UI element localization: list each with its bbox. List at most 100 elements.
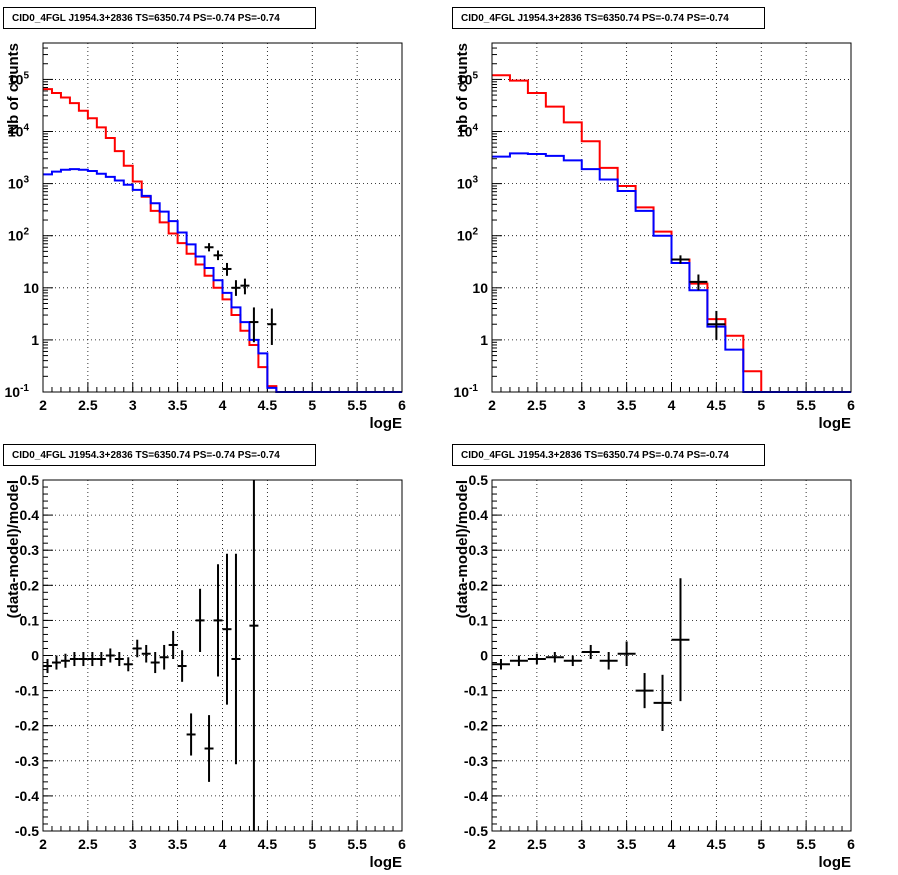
y-tick-label: -0.3: [464, 753, 488, 769]
x-tick-label: 6: [398, 397, 406, 413]
data-point: [213, 250, 223, 261]
x-tick-label: 3.5: [617, 397, 637, 413]
data-point: [249, 307, 259, 343]
data-point: [240, 278, 250, 295]
data-point: [105, 648, 115, 663]
y-axis-label: nb of counts: [454, 43, 471, 133]
y-tick-exponent: 2: [472, 227, 478, 238]
x-tick-label: 4: [668, 836, 676, 852]
chart-panel-3: 2 2.5 3 3.5 4 4.5 5 5.5 6 -0.5 -0.4 -0.3 -0.2 -0.1 0 0.…: [5, 472, 406, 871]
data-point: [51, 655, 61, 670]
data-point: [689, 274, 708, 291]
x-tick-label: 2.5: [78, 836, 98, 852]
data-point: [231, 553, 241, 765]
x-tick-label: 5.5: [796, 836, 816, 852]
data-point: [635, 673, 654, 709]
x-tick-label: 2.5: [527, 397, 547, 413]
y-tick-label: 0.2: [469, 577, 489, 593]
data-point: [653, 674, 672, 731]
y-axis-label: Nb of counts: [5, 43, 22, 135]
data-point: [96, 651, 106, 667]
y-tick-exponent: 2: [23, 227, 29, 238]
y-tick-label: 0.5: [469, 472, 489, 488]
x-tick-label: 5.5: [347, 836, 367, 852]
data-point: [69, 651, 79, 667]
y-tick-exponent: -1: [20, 383, 29, 394]
data-point: [492, 659, 510, 670]
y-tick-exponent: 5: [23, 70, 29, 81]
data-point: [222, 553, 232, 705]
data-point: [141, 644, 151, 663]
data-point: [78, 651, 88, 667]
x-tick-label: 5.5: [347, 397, 367, 413]
y-tick-label: 0: [480, 648, 488, 664]
x-axis-label: logE: [370, 415, 403, 432]
data-point: [87, 651, 97, 667]
y-tick-label: 0.3: [469, 542, 489, 558]
model-total-histogram: [492, 74, 851, 393]
data-point: [213, 564, 223, 677]
data-point: [267, 308, 277, 345]
data-point: [671, 255, 690, 264]
chart-panel-4: 2 2.5 3 3.5 4 4.5 5 5.5 6 -0.5 -0.4 -0.3 -0.2 -0.1 0 0.…: [454, 472, 855, 871]
x-tick-label: 5: [308, 397, 316, 413]
plot-frame: [42, 42, 403, 393]
data-point: [527, 653, 546, 665]
y-tick-exponent: 5: [472, 70, 478, 81]
x-tick-label: 3: [578, 836, 586, 852]
x-tick-label: 3: [129, 836, 137, 852]
y-tick-label: -0.4: [464, 788, 488, 804]
y-tick-label: -0.3: [15, 753, 39, 769]
data-point: [159, 644, 169, 670]
data-point: [671, 578, 690, 702]
y-axis-label: (data-model)/model: [454, 480, 471, 618]
data-point: [599, 651, 618, 670]
y-tick-label: 0.4: [469, 507, 489, 523]
data-point: [563, 655, 582, 667]
x-tick-label: 6: [847, 397, 855, 413]
y-tick-label: -0.2: [464, 718, 488, 734]
data-point: [222, 262, 232, 276]
y-tick-label: 10-1: [454, 383, 479, 400]
y-tick-label: 10-1: [5, 383, 30, 400]
data-point: [132, 639, 142, 658]
x-tick-label: 5: [757, 836, 765, 852]
y-tick-label: 0.5: [20, 472, 40, 488]
x-axis-label: logE: [370, 854, 403, 871]
y-tick-exponent: 3: [23, 175, 29, 186]
y-tick-label: -0.4: [15, 788, 39, 804]
y-axis-label: (data-model)/model: [5, 480, 22, 618]
data-point: [509, 655, 528, 667]
x-tick-label: 4.5: [707, 836, 727, 852]
x-tick-label: 4: [219, 836, 227, 852]
y-tick-label: 0: [31, 648, 39, 664]
data-point: [177, 650, 187, 682]
x-tick-label: 2: [39, 836, 47, 852]
x-tick-label: 2: [488, 836, 496, 852]
x-tick-label: 3.5: [617, 836, 637, 852]
y-tick-exponent: 4: [23, 123, 29, 134]
y-tick-label: 1: [480, 332, 488, 348]
x-tick-label: 4: [219, 397, 227, 413]
x-tick-label: 4: [668, 397, 676, 413]
y-tick-label: 0.1: [469, 612, 489, 628]
y-tick-label: -0.5: [464, 823, 488, 839]
y-tick-label: -0.2: [15, 718, 39, 734]
y-tick-label: 1: [31, 332, 39, 348]
y-tick-exponent: 4: [472, 123, 478, 134]
data-point: [617, 641, 636, 667]
data-point: [249, 480, 259, 831]
y-tick-label: 102: [457, 227, 479, 244]
source-model-histogram: [43, 168, 402, 393]
y-tick-label: 103: [457, 175, 479, 192]
chart-panel-2: 2 2.5 3 3.5 4 4.5 5 5.5 610-1110102103104105logE…: [454, 42, 855, 432]
y-tick-label: 102: [8, 227, 30, 244]
source-model-histogram: [492, 152, 851, 393]
plot-frame: [42, 479, 403, 832]
panel-title-4: CID0_4FGL J1954.3+2836 TS=6350.74 PS=-0.…: [452, 444, 765, 466]
data-point: [707, 310, 726, 340]
data-point: [168, 630, 178, 660]
plot-frame: [491, 42, 852, 393]
data-point: [60, 653, 70, 668]
